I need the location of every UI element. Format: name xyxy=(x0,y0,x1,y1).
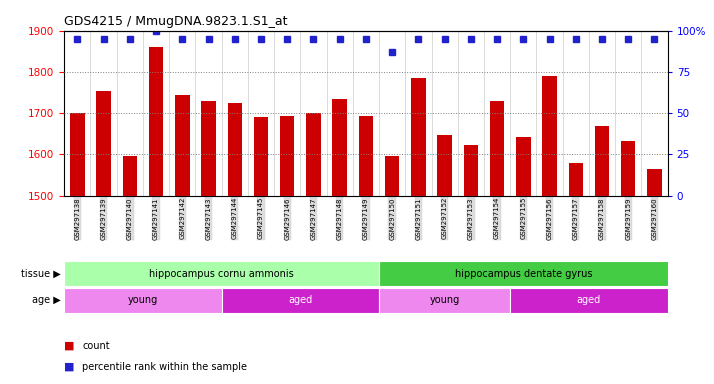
Bar xyxy=(648,169,662,196)
Text: hippocampus dentate gyrus: hippocampus dentate gyrus xyxy=(455,268,592,279)
Text: aged: aged xyxy=(577,295,601,306)
Text: GDS4215 / MmugDNA.9823.1.S1_at: GDS4215 / MmugDNA.9823.1.S1_at xyxy=(64,15,288,28)
Text: hippocampus cornu ammonis: hippocampus cornu ammonis xyxy=(149,268,294,279)
Bar xyxy=(490,101,504,196)
Bar xyxy=(70,113,84,196)
Text: young: young xyxy=(430,295,460,306)
Bar xyxy=(621,141,635,196)
Bar xyxy=(123,156,137,196)
Bar xyxy=(333,99,347,196)
Text: young: young xyxy=(128,295,158,306)
Bar xyxy=(175,94,189,196)
Bar xyxy=(568,163,583,196)
Text: percentile rank within the sample: percentile rank within the sample xyxy=(82,362,247,372)
Text: age ▶: age ▶ xyxy=(32,295,61,306)
Bar xyxy=(358,116,373,196)
Bar xyxy=(253,118,268,196)
Bar xyxy=(228,103,242,196)
Bar xyxy=(543,76,557,196)
Text: tissue ▶: tissue ▶ xyxy=(21,268,61,279)
Bar xyxy=(516,137,531,196)
Bar xyxy=(280,116,294,196)
Bar xyxy=(411,78,426,196)
Bar xyxy=(595,126,609,196)
Bar xyxy=(96,91,111,196)
Bar xyxy=(385,156,399,196)
Bar xyxy=(438,135,452,196)
Bar xyxy=(463,146,478,196)
Bar xyxy=(201,101,216,196)
Text: ■: ■ xyxy=(64,362,75,372)
Text: aged: aged xyxy=(288,295,313,306)
Text: count: count xyxy=(82,341,110,351)
Bar xyxy=(149,47,164,196)
Bar xyxy=(306,113,321,196)
Text: ■: ■ xyxy=(64,341,75,351)
